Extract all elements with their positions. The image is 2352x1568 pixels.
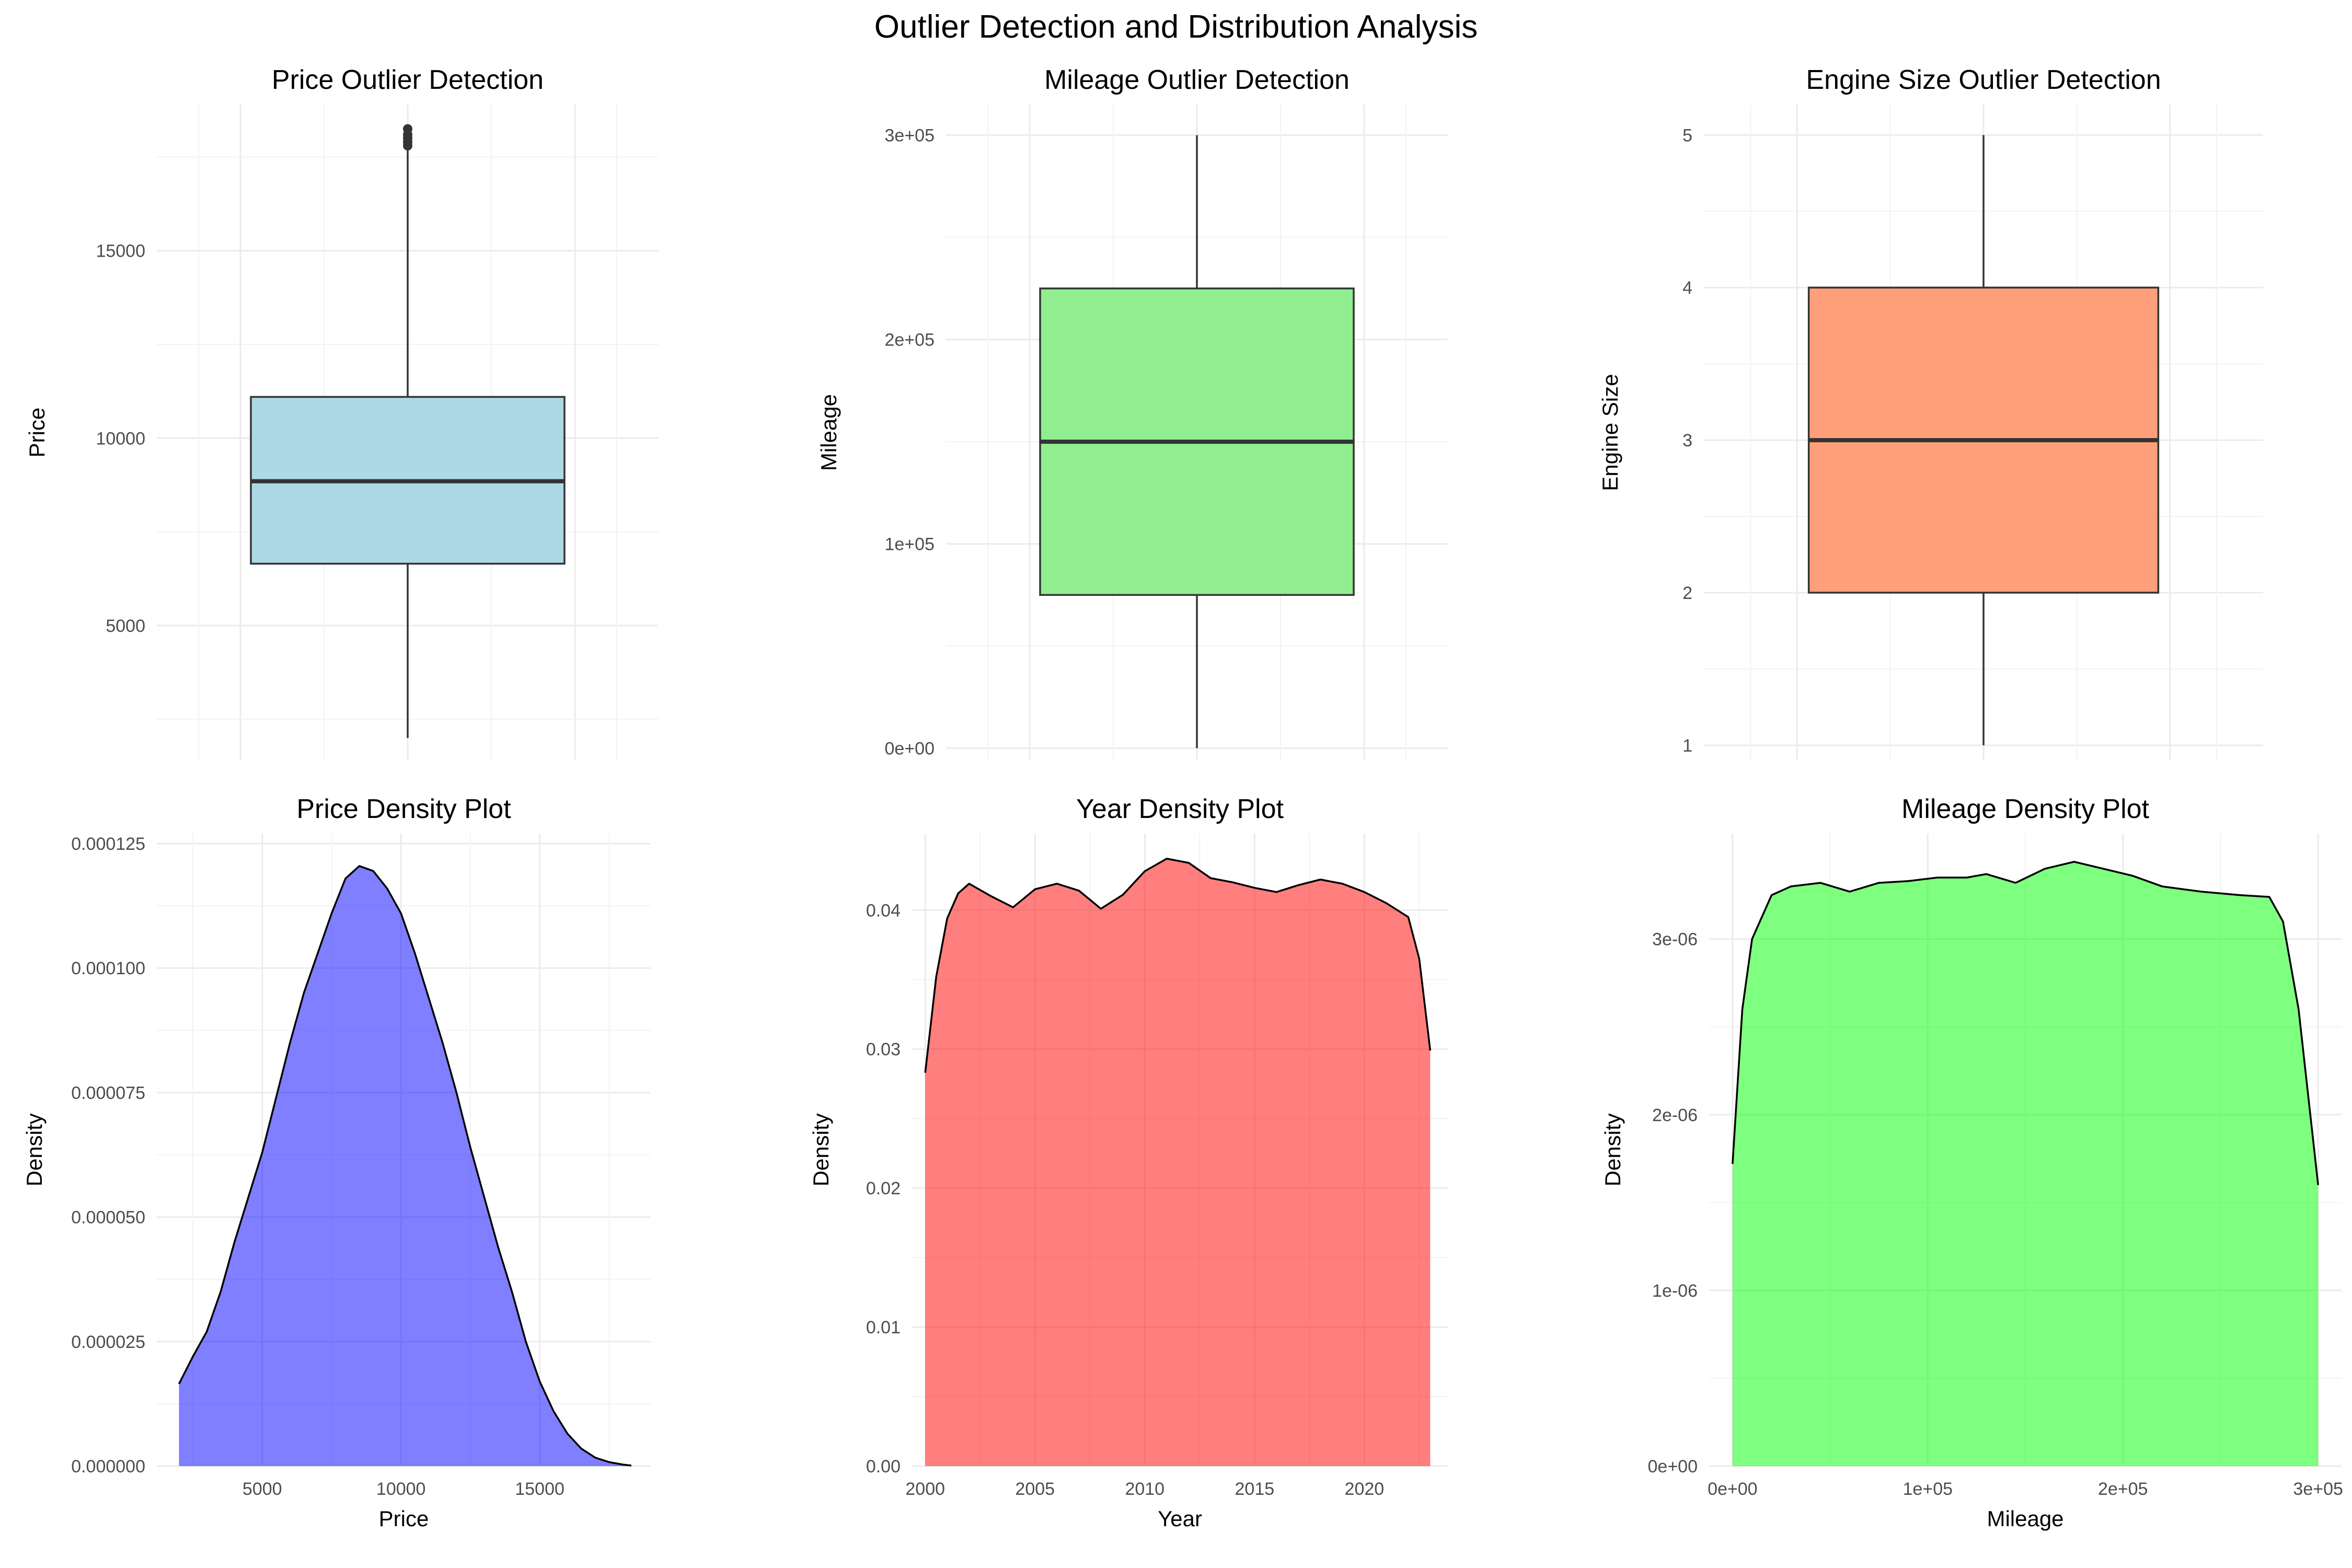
mileage-outlier-panel: 0e+00 1e+05 2e+05 3e+05 Mileage Outlier Dete… xyxy=(784,60,1589,784)
panel-title: Price Density Plot xyxy=(296,794,511,824)
y-axis-label: Density xyxy=(809,1113,833,1186)
x-tick-label: 5000 xyxy=(243,1479,282,1499)
y-tick-label: 0.04 xyxy=(866,901,901,920)
y-tick-label: 3e+05 xyxy=(885,126,935,146)
x-axis-label: Price xyxy=(379,1506,429,1531)
year-density-panel: 0.00 0.01 0.02 0.03 0.04 2000 2005 2010 2015 2020… xyxy=(784,784,1589,1558)
x-tick-label: 3e+05 xyxy=(2293,1479,2343,1499)
panel-title: Price Outlier Detection xyxy=(272,65,544,95)
x-tick-label: 2e+05 xyxy=(2098,1479,2148,1499)
price-outlier-chart: 5000 10000 15000 Price Outlier Detection Pri… xyxy=(25,65,659,760)
y-tick-label: 0.000100 xyxy=(71,959,145,978)
y-tick-label: 1e+05 xyxy=(885,535,935,555)
density-curve xyxy=(1732,861,2319,1185)
density-area xyxy=(1732,861,2319,1466)
engine-outlier-chart: 1 2 3 4 5 Engine Size Outlier Detection Engine… xyxy=(1598,65,2263,760)
y-tick-label: 15000 xyxy=(96,241,145,261)
y-axis-label: Price xyxy=(25,408,49,458)
x-axis-label: Year xyxy=(1158,1506,1202,1531)
density-curve xyxy=(924,858,1432,1073)
y-axis-label: Density xyxy=(22,1113,47,1186)
x-tick-label: 2000 xyxy=(905,1479,945,1499)
panel-title: Year Density Plot xyxy=(1076,794,1284,824)
y-tick-label: 2e+05 xyxy=(885,330,935,350)
y-tick-label: 0.000000 xyxy=(71,1457,145,1477)
density-area xyxy=(925,858,1431,1466)
x-tick-label: 2020 xyxy=(1345,1479,1385,1499)
y-tick-label: 0.02 xyxy=(866,1179,901,1198)
y-tick-label: 0.000125 xyxy=(71,834,145,854)
panel-title: Mileage Outlier Detection xyxy=(1044,65,1350,95)
year-density-chart: 0.00 0.01 0.02 0.03 0.04 2000 2005 2010 2015 2020… xyxy=(809,794,1448,1531)
mileage-outlier-chart: 0e+00 1e+05 2e+05 3e+05 Mileage Outlier Dete… xyxy=(816,65,1448,760)
y-axis-label: Mileage xyxy=(816,394,841,471)
y-axis-label: Engine Size xyxy=(1598,374,1622,491)
price-density-chart: 0.000000 0.000025 0.000050 0.000075 0.000100… xyxy=(22,794,651,1531)
x-tick-label: 0e+00 xyxy=(1708,1479,1758,1499)
y-tick-label: 5000 xyxy=(106,616,145,636)
panel-title: Engine Size Outlier Detection xyxy=(1806,65,2161,95)
x-axis-label: Mileage xyxy=(1987,1506,2063,1531)
x-tick-label: 2010 xyxy=(1125,1479,1165,1499)
y-tick-label: 0e+00 xyxy=(1648,1457,1698,1477)
density-area xyxy=(179,866,631,1466)
x-tick-label: 2005 xyxy=(1015,1479,1055,1499)
x-tick-label: 2015 xyxy=(1235,1479,1275,1499)
y-tick-label: 5 xyxy=(1682,125,1692,145)
y-tick-label: 0.03 xyxy=(866,1040,901,1059)
y-tick-label: 0.01 xyxy=(866,1318,901,1338)
y-tick-label: 0e+00 xyxy=(885,739,935,759)
y-tick-label: 0.000050 xyxy=(71,1208,145,1228)
y-tick-label: 0.000075 xyxy=(71,1083,145,1103)
mileage-density-chart: 0e+00 1e-06 2e-06 3e-06 0e+00 1e+05 2e+05 3e+05… xyxy=(1600,794,2343,1531)
y-tick-label: 1e-06 xyxy=(1652,1281,1698,1301)
x-tick-label: 1e+05 xyxy=(1903,1479,1953,1499)
y-tick-label: 3 xyxy=(1682,431,1692,451)
x-tick-label: 15000 xyxy=(515,1479,564,1499)
engine-outlier-panel: 1 2 3 4 5 Engine Size Outlier Detection Engine… xyxy=(1568,60,2352,784)
y-tick-label: 2e-06 xyxy=(1652,1105,1698,1125)
panel-title: Mileage Density Plot xyxy=(1901,794,2150,824)
y-tick-label: 0.00 xyxy=(866,1457,901,1477)
y-tick-label: 10000 xyxy=(96,429,145,448)
outlier-point xyxy=(403,124,412,134)
y-tick-label: 0.000025 xyxy=(71,1332,145,1352)
y-tick-label: 3e-06 xyxy=(1652,930,1698,950)
y-tick-label: 4 xyxy=(1682,278,1692,298)
price-density-panel: 0.000000 0.000025 0.000050 0.000075 0.000100… xyxy=(0,784,800,1558)
density-curve xyxy=(178,865,632,1467)
main-title: Outlier Detection and Distribution Analy… xyxy=(874,9,1478,45)
y-tick-label: 1 xyxy=(1682,736,1692,756)
y-axis-label: Density xyxy=(1600,1113,1625,1186)
mileage-density-panel: 0e+00 1e-06 2e-06 3e-06 0e+00 1e+05 2e+05 3e+05… xyxy=(1568,784,2352,1558)
x-tick-label: 10000 xyxy=(376,1479,426,1499)
price-outlier-panel: 5000 10000 15000 Price Outlier Detection Pri… xyxy=(0,60,800,784)
y-tick-label: 2 xyxy=(1682,583,1692,603)
